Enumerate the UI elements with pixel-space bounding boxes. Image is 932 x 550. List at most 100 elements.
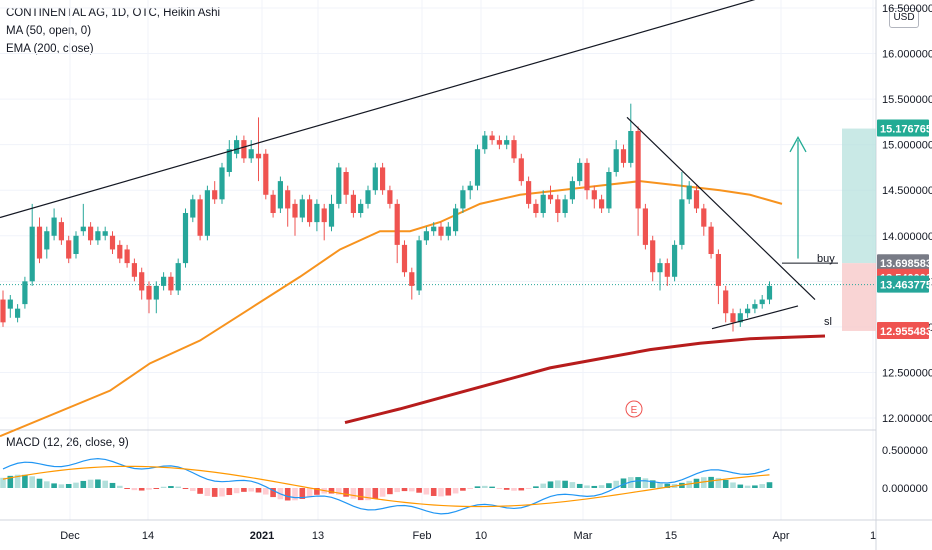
macd-histogram-bar [65,483,72,488]
candle-body [277,181,283,209]
candle-body [715,254,721,286]
macd-histogram-bar [182,488,189,489]
macd-histogram-bar [503,488,510,490]
candle-body [467,185,473,191]
candle-body [723,290,729,314]
macd-histogram-bar [284,488,291,501]
candle-body [175,263,181,291]
candle-body [95,231,101,241]
price-badge-label: 13.698583 [880,258,932,270]
price-tick-label: 15.500000 [882,94,932,106]
buy-label: buy [817,253,835,265]
candle-body [708,226,714,254]
time-tick-label: Apr [772,530,789,542]
earnings-label: E [631,405,638,416]
macd-histogram-bar [496,488,503,489]
time-tick-label: 15 [665,530,677,542]
macd-histogram-bar [336,488,342,495]
price-badge [877,119,929,137]
macd-legend[interactable]: MACD (12, 26, close, 9) [6,437,129,449]
macd-histogram-bar [474,486,481,488]
price-badge-label: 13.463775 [880,280,932,292]
time-tick-label: Dec [60,530,80,542]
time-tick-label: 10 [475,530,487,542]
symbol-title[interactable]: CONTINENTAL AG, 1D, OTC, Heikin Ashi [6,7,221,19]
candle-body [526,181,532,204]
candle-body [766,285,773,300]
macd-histogram-bar [452,488,459,494]
ma50-layer [0,180,783,438]
target-arrow-head [789,136,807,153]
candle-body [657,263,663,273]
candle-body [416,240,422,291]
price-badge-label: 12.955483 [880,326,932,338]
macd-layer [0,458,773,515]
macd-histogram-bar [664,483,671,488]
candle-body [540,194,546,213]
time-tick-label: Mar [574,530,593,542]
candle-body [562,199,568,213]
candle-body [182,213,189,264]
price-tick-label: 16.500000 [882,3,932,15]
candle-body [394,203,400,245]
macd-histogram-bar [168,486,174,488]
macd-histogram-bar [36,478,43,488]
candle-body [496,140,502,145]
candle-body [153,285,159,300]
candle-body [234,140,240,154]
macd-histogram-bar [270,488,276,498]
macd-histogram-bar [657,482,663,488]
macd-histogram-bar [241,488,247,492]
candle-body [591,190,597,200]
candle-body [431,226,437,232]
macd-histogram-bar [379,488,386,497]
macd-histogram-bar [438,488,444,497]
macd-histogram-bar [0,477,6,488]
macd-histogram-bar [146,488,152,490]
macd-histogram-bar [701,477,707,488]
candle-body [358,203,364,213]
candle-body [613,149,619,172]
macd-histogram-bar [467,488,473,489]
macd-histogram-bar [423,488,430,495]
macd-histogram-bar [204,488,211,496]
macd-tick-label: 0.000000 [882,483,928,495]
candles-layer [0,103,773,332]
currency-button[interactable]: USD [889,8,919,28]
candle-body [241,140,247,159]
macd-histogram-bar [576,483,583,488]
macd-histogram-bar [752,485,758,488]
macd-histogram-bar [14,474,21,488]
macd-histogram-bar [635,477,641,488]
macd-histogram-bar [87,479,94,488]
ma50-line [0,180,783,438]
candle-body [314,203,320,223]
ema200-legend[interactable]: EMA (200, close) [6,43,94,55]
candle-body [453,208,459,232]
price-badge [877,275,929,293]
candle-body [343,172,349,195]
macd-histogram-bar [759,484,765,488]
macd-histogram-bar [263,488,269,495]
candle-body [328,203,335,227]
annotations-layer: buy sl E [625,136,835,418]
candle-body [139,272,145,291]
candle-body [628,131,634,163]
macd-histogram-bar [584,485,590,488]
candle-body [212,190,218,200]
trendline-upper-channel [0,0,756,219]
candle-body [372,167,378,191]
candle-body [555,199,561,213]
macd-histogram-bar [613,480,619,488]
macd-histogram-bar [219,488,225,497]
macd-histogram-bar [606,483,612,488]
ema200-layer [344,334,826,425]
time-tick-label: Feb [413,530,432,542]
candle-body [44,231,50,250]
candle-body [350,194,356,213]
candle-body [80,226,86,232]
macd-histogram-bar [628,477,634,488]
candle-body [51,217,57,236]
candle-body [438,226,444,236]
